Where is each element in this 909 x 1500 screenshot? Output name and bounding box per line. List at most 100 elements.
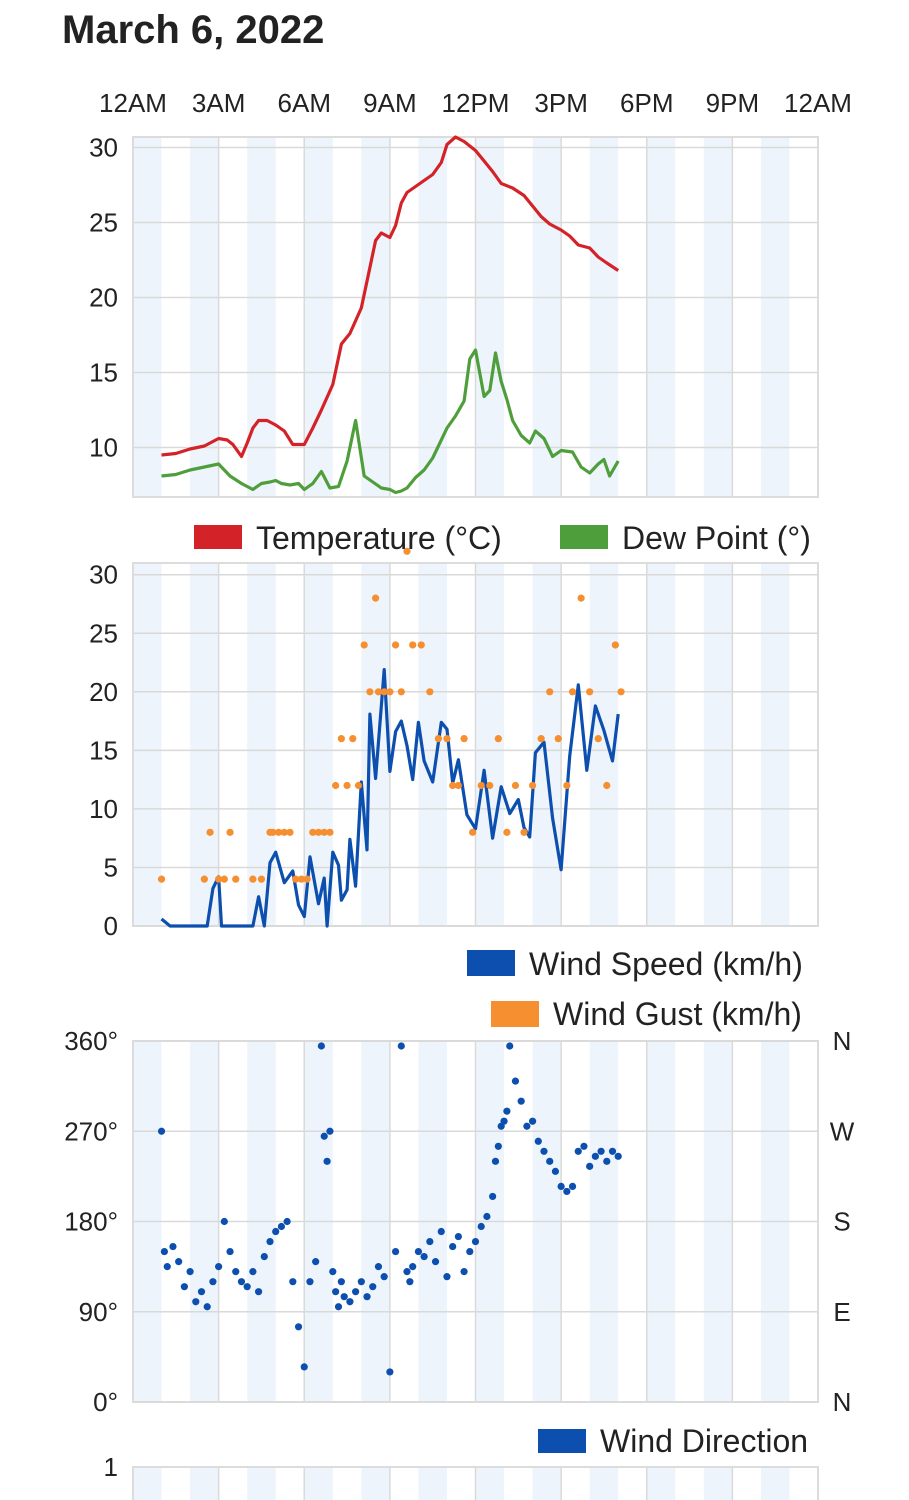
wind-direction-point (449, 1242, 457, 1251)
wind-direction-point (406, 1278, 414, 1286)
wind-direction-point (289, 1278, 297, 1286)
wind-direction-point (243, 1283, 251, 1291)
wind-direction-point (574, 1147, 582, 1155)
time-axis-label: 3AM (192, 88, 245, 118)
wind-direction-point (346, 1298, 354, 1306)
hour-band (703, 1467, 733, 1500)
y-tick-label: 10 (89, 794, 118, 824)
hour-band (532, 137, 562, 497)
hour-band (133, 137, 162, 497)
series-line (161, 135, 620, 459)
y-tick-label-right: N (833, 1387, 852, 1417)
wind-direction-legend-label: Wind Direction (600, 1423, 808, 1459)
wind-direction-point (332, 1288, 340, 1296)
wind-gust-point (326, 828, 334, 836)
hour-band (247, 137, 276, 497)
temperature-chart: 10 15 20 25 30 (89, 133, 819, 498)
wind-direction-point (471, 1237, 480, 1246)
wind-direction-point (443, 1273, 451, 1281)
wind-direction-point (326, 1127, 334, 1135)
wind-gust-point (546, 688, 554, 696)
wind-direction-point (220, 1217, 228, 1226)
wind-gust-point (280, 828, 288, 836)
wind-direction-legend: Wind Direction (538, 1423, 808, 1459)
wind-gust-point (269, 828, 277, 836)
time-axis-label: 9PM (706, 88, 759, 118)
wind-direction-point (237, 1278, 246, 1286)
wind-direction-point (277, 1222, 286, 1231)
hour-band (760, 137, 790, 497)
plot-border (132, 136, 819, 498)
wind-direction-point (312, 1258, 320, 1266)
wind-direction-point (197, 1288, 206, 1296)
wind-direction-point (180, 1283, 188, 1291)
wind-direction-point (517, 1097, 525, 1105)
hour-band (247, 1467, 276, 1500)
page-title: March 6, 2022 (62, 8, 325, 52)
wind-gust-point (314, 828, 323, 836)
hour-band (361, 137, 390, 497)
y-tick-label: 25 (89, 208, 118, 238)
y-tick-label: 5 (104, 852, 118, 882)
wind-direction-chart: 0° 90° 180° 270° 360° N E S W N (64, 1026, 855, 1417)
hour-band (304, 1467, 333, 1500)
wind-direction-point (503, 1107, 511, 1115)
hour-band (589, 137, 619, 497)
wind-gust-point (380, 688, 388, 696)
wind-gust-point (528, 781, 537, 790)
wind-gust-point (374, 688, 383, 696)
y-tick-label-right: S (833, 1207, 850, 1237)
wind-direction-point (597, 1147, 605, 1155)
wind-direction-point (329, 1268, 337, 1276)
hour-band (190, 1467, 219, 1500)
y-tick-label: 1 (104, 1452, 118, 1482)
wind-direction-point (420, 1252, 428, 1261)
wind-gust-point (397, 688, 405, 696)
wind-direction-point (414, 1247, 423, 1256)
plot-border (132, 1466, 819, 1500)
wind-direction-point (380, 1273, 388, 1281)
wind-direction-point (283, 1217, 291, 1226)
wind-direction-point (203, 1303, 211, 1311)
wind-direction-point (431, 1258, 440, 1266)
wind-gust-point (309, 828, 317, 836)
hour-band (418, 1467, 447, 1500)
wind-direction-point (334, 1303, 343, 1311)
wind-gust-point (460, 735, 468, 743)
time-axis-labels: 12AM 3AM 6AM 9AM 12PM 3PM 6PM 9PM 12AM (99, 88, 852, 118)
y-tick-label: 20 (89, 283, 118, 313)
time-axis-label: 12PM (442, 88, 510, 118)
y-tick-label: 0 (104, 911, 118, 941)
wind-direction-point (215, 1263, 223, 1271)
wind-gust-point (563, 781, 571, 790)
wind-direction-point (563, 1187, 571, 1196)
wind-gust-point (577, 594, 585, 602)
hour-band (532, 563, 562, 926)
wind-direction-point (192, 1298, 200, 1306)
wind-direction-point (209, 1278, 217, 1286)
wind-gust-point (511, 781, 520, 790)
wind-direction-point (494, 1142, 502, 1150)
y-tick-label: 180° (64, 1207, 118, 1237)
wind-direction-point (500, 1117, 508, 1125)
wind-direction-point (363, 1293, 371, 1301)
wind-gust-point (372, 594, 380, 602)
y-tick-label: 20 (89, 677, 118, 707)
wind-direction-point (546, 1157, 554, 1165)
wind-direction-point (266, 1237, 274, 1246)
wind-direction-point (426, 1237, 434, 1246)
wind-gust-point (603, 781, 611, 790)
y-tick-label: 270° (64, 1116, 118, 1146)
wind-direction-point (540, 1147, 548, 1155)
time-axis-label: 6PM (620, 88, 673, 118)
y-tick-label: 30 (89, 133, 118, 163)
wind-direction-point (317, 1042, 325, 1050)
wind-gust-point (349, 735, 357, 743)
wind-gust-point (360, 641, 368, 649)
time-axis-label: 12AM (99, 88, 167, 118)
wind-direction-point (551, 1167, 560, 1175)
hour-band (418, 137, 447, 497)
y-tick-label: 90° (79, 1297, 118, 1327)
wind-direction-point (403, 1268, 411, 1276)
